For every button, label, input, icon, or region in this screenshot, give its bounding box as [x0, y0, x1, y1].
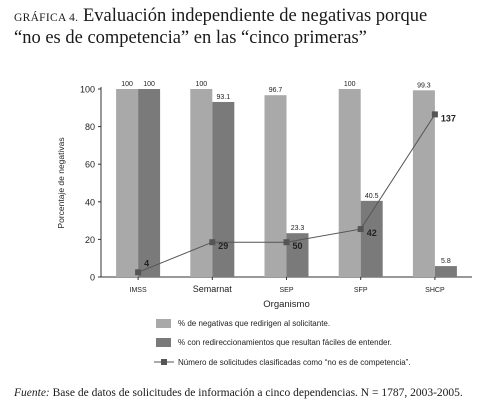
source-label: Fuente: [14, 387, 50, 399]
line-point [283, 239, 290, 246]
bar-2 [138, 89, 161, 277]
line-point [431, 111, 438, 118]
bar-1 [190, 89, 213, 277]
bar-line-chart: 0 20 40 60 80 100 Porcentaje de negativas IMSS 1… [56, 81, 472, 367]
bar-value-label: 40.5 [365, 193, 379, 200]
x-axis-label: Organismo [263, 299, 309, 310]
figure-number: GRÁFICA 4. [14, 12, 79, 24]
bar-value-label: 100 [121, 81, 133, 88]
x-tick-label: SEP [279, 287, 293, 294]
line-value-label: 137 [441, 113, 456, 123]
legend-swatch-2 [156, 338, 171, 347]
bar-2 [286, 233, 309, 277]
title-line-2: “no es de competencia” en las “cinco pri… [14, 28, 367, 48]
bar-value-label: 5.8 [441, 258, 451, 265]
bar-1 [116, 89, 139, 277]
bar-2 [212, 101, 235, 277]
y-tick-label: 80 [85, 122, 95, 132]
line-value-label: 50 [293, 241, 303, 251]
y-tick-label: 40 [85, 197, 95, 207]
bar-2 [434, 266, 457, 277]
y-tick-label: 100 [80, 85, 95, 95]
bar-value-label: 96.7 [269, 87, 283, 94]
line-point [357, 226, 364, 233]
line-point [209, 239, 216, 246]
line-value-label: 42 [367, 228, 377, 238]
bar-1 [412, 90, 435, 277]
y-tick-label: 0 [90, 273, 95, 283]
bar-value-label: 100 [195, 81, 207, 88]
y-axis-label: Porcentaje de negativas [56, 137, 66, 228]
source-text: Base de datos de solicitudes de informac… [52, 387, 463, 399]
legend-swatch-1 [156, 319, 171, 328]
y-tick-label: 60 [85, 160, 95, 170]
legend-label-2: % con redireccionamientos que resultan f… [178, 338, 392, 347]
line-value-label: 4 [144, 258, 149, 268]
bar-value-label: 100 [143, 81, 155, 88]
bar-value-label: 93.1 [216, 94, 230, 101]
y-tick-label: 20 [85, 235, 95, 245]
x-tick-label: IMSS [130, 287, 147, 294]
line-value-label: 29 [218, 241, 228, 251]
x-tick-label: SHCP [425, 287, 445, 294]
bar-value-label: 99.3 [417, 82, 431, 89]
legend-label-1: % de negativas que redirigen al solicita… [178, 319, 330, 328]
bar-value-label: 100 [344, 81, 356, 88]
title-line-1: Evaluación independiente de negativas po… [82, 6, 428, 26]
bar-value-label: 23.3 [291, 225, 305, 232]
bar-1 [264, 95, 287, 277]
x-tick-label: SFP [354, 287, 368, 294]
bar-1 [338, 89, 361, 277]
x-tick-label: Semarnat [193, 284, 233, 294]
source-note: Fuente: Base de datos de solicitudes de … [14, 387, 463, 399]
legend-label-3: Número de solicitudes clasificadas como … [178, 358, 411, 367]
line-point [135, 269, 142, 276]
legend-marker [161, 359, 167, 365]
chart-title: GRÁFICA 4. Evaluación independiente de n… [14, 6, 474, 48]
